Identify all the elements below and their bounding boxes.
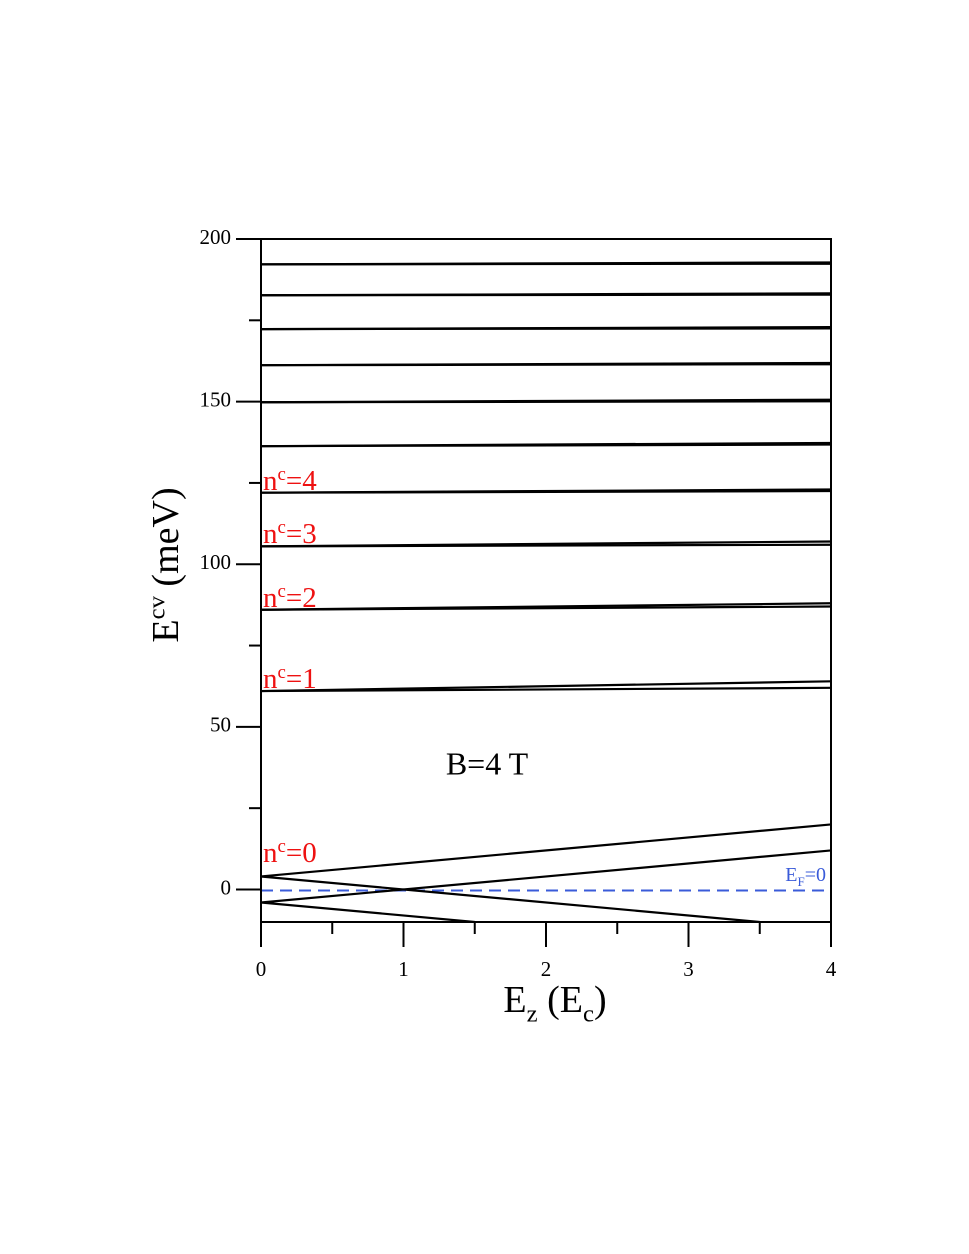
level-label: nc=1	[263, 662, 317, 695]
y-axis-label-part: cv	[144, 595, 171, 619]
level-label-part: c	[278, 464, 286, 485]
level-label-part: c	[278, 517, 286, 538]
annotation: B=4 T	[446, 745, 529, 781]
level-label-part: n	[263, 663, 278, 695]
reference-label-part: F	[797, 874, 804, 889]
level-label: nc=2	[263, 581, 317, 614]
level-label: nc=4	[263, 464, 317, 497]
level-label-part: c	[278, 836, 286, 857]
y-axis-label-part: E	[145, 619, 187, 642]
y-tick-label: 150	[200, 387, 232, 411]
level-label-part: n	[263, 465, 278, 497]
level-label-part: =0	[286, 837, 317, 869]
x-axis-label-part: (E	[538, 979, 583, 1021]
x-tick-label: 2	[541, 957, 552, 981]
reference-label-part: E	[785, 864, 797, 886]
reference-label-part: =0	[805, 864, 826, 886]
x-tick-label: 1	[398, 957, 409, 981]
y-tick-label: 50	[210, 713, 231, 737]
level-line	[261, 849, 831, 904]
level-line	[261, 605, 831, 611]
level-line	[261, 875, 760, 922]
level-label-part: =1	[286, 663, 317, 695]
level-label-part: n	[263, 518, 278, 550]
x-axis-label: Ez (Ec)	[503, 979, 606, 1028]
level-line	[261, 543, 831, 548]
y-axis-label-part: (meV)	[145, 487, 187, 596]
level-label-part: =2	[286, 582, 317, 614]
plot-area	[261, 261, 831, 922]
level-line	[261, 489, 831, 494]
x-axis-label-part: c	[583, 1001, 594, 1028]
x-tick-label: 0	[256, 957, 267, 981]
level-label-part: n	[263, 582, 278, 614]
level-line	[261, 262, 831, 266]
level-line	[261, 293, 831, 297]
level-line	[261, 823, 831, 878]
y-axis-label: Ecv (meV)	[144, 487, 187, 642]
reference-label: EF=0	[785, 864, 826, 889]
y-tick-label: 100	[200, 550, 232, 574]
plot-frame	[260, 238, 832, 923]
level-line	[261, 686, 831, 693]
level-label-part: n	[263, 837, 278, 869]
level-line	[261, 327, 831, 331]
level-label: nc=0	[263, 836, 317, 869]
y-tick-label: 200	[200, 225, 232, 249]
x-tick-label: 4	[826, 957, 837, 981]
level-line	[261, 443, 831, 448]
level-line	[261, 363, 831, 367]
level-label: nc=3	[263, 517, 317, 550]
level-line	[261, 400, 831, 404]
level-label-part: =3	[286, 518, 317, 550]
x-axis-label-part: z	[527, 1001, 538, 1028]
y-tick-label: 0	[221, 875, 232, 899]
x-axis-label-part: )	[594, 979, 607, 1021]
level-label-part: c	[278, 581, 286, 602]
level-label-part: =4	[286, 465, 317, 497]
level-label-part: c	[278, 662, 286, 683]
x-tick-label: 3	[683, 957, 694, 981]
level-line	[261, 901, 475, 922]
x-axis-label-part: E	[503, 979, 526, 1021]
